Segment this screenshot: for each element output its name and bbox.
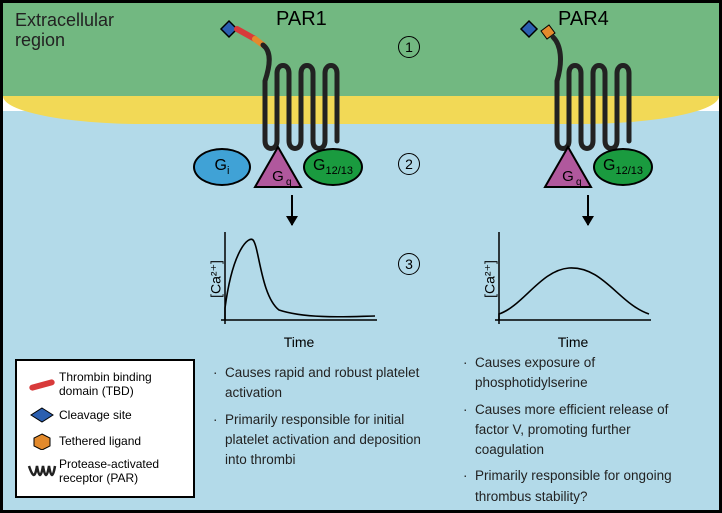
legend-tbd: Thrombin binding domain (TBD) — [25, 371, 185, 399]
svg-text:q: q — [576, 177, 582, 188]
par1-receptor — [193, 11, 363, 161]
step-1-marker: 1 — [398, 36, 420, 58]
arrow-par4 — [587, 195, 589, 225]
g1213-protein-par4: G12/13 — [593, 148, 653, 186]
legend-cleavage: Cleavage site — [25, 406, 185, 424]
gi-protein: Gi — [193, 148, 251, 186]
legend-par: Protease-activated receptor (PAR) — [25, 458, 185, 486]
step-2-marker: 2 — [398, 153, 420, 175]
par1-bullets: ·Causes rapid and robust platelet activa… — [213, 363, 433, 476]
svg-text:q: q — [286, 177, 292, 188]
g1213-protein-par1: G12/13 — [303, 148, 363, 186]
svg-text:G: G — [272, 168, 284, 185]
x-axis-label: Time — [284, 334, 315, 350]
cleavage-icon — [25, 406, 59, 424]
calcium-graph-par4: [Ca²⁺] Time — [493, 228, 653, 330]
arrow-par1 — [291, 195, 293, 225]
par4-bullets: ·Causes exposure of phosphotidylserine·C… — [463, 353, 698, 513]
tbd-icon — [25, 378, 59, 392]
extracellular-label: Extracellular region — [15, 11, 114, 51]
tethered-icon — [25, 432, 59, 450]
calcium-graph-par1: [Ca²⁺] Time — [219, 228, 379, 330]
gq-protein-par1: G q — [253, 145, 303, 189]
legend-tethered: Tethered ligand — [25, 432, 185, 450]
par4-receptor — [483, 11, 653, 161]
y-axis-label: [Ca²⁺] — [481, 260, 498, 298]
x-axis-label: Time — [558, 334, 589, 350]
legend-box: Thrombin binding domain (TBD) Cleavage s… — [15, 359, 195, 498]
step-3-marker: 3 — [398, 253, 420, 275]
svg-text:G: G — [562, 168, 574, 185]
par-icon — [25, 462, 59, 482]
gq-protein-par4: G q — [543, 145, 593, 189]
diagram-canvas: Extracellular region PAR1 PAR4 1 2 3 Gi … — [0, 0, 722, 513]
y-axis-label: [Ca²⁺] — [207, 260, 224, 298]
